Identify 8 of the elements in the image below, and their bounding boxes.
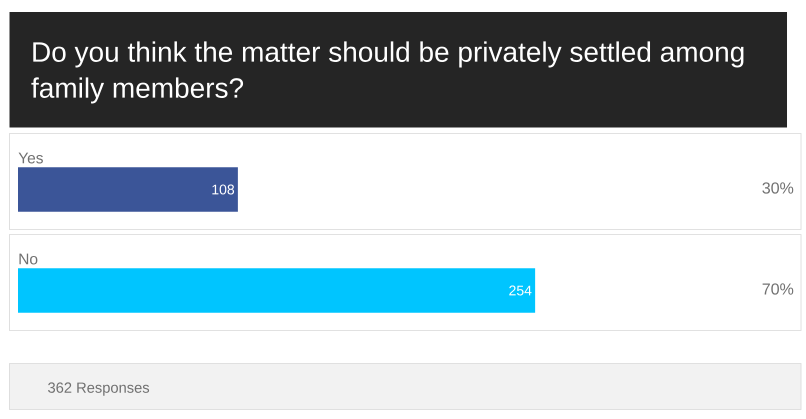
text: 70% bbox=[762, 283, 794, 295]
y-tick-label: Yes bbox=[18, 152, 43, 164]
chart-title: Do you think the matter should be privately settled among family members? bbox=[31, 41, 744, 104]
data-label: 254 bbox=[509, 286, 532, 296]
y-tick-label: No bbox=[19, 254, 38, 264]
data-label: 108 bbox=[212, 184, 234, 194]
text: 362 Responses bbox=[48, 382, 150, 396]
text: 30% bbox=[762, 182, 794, 194]
